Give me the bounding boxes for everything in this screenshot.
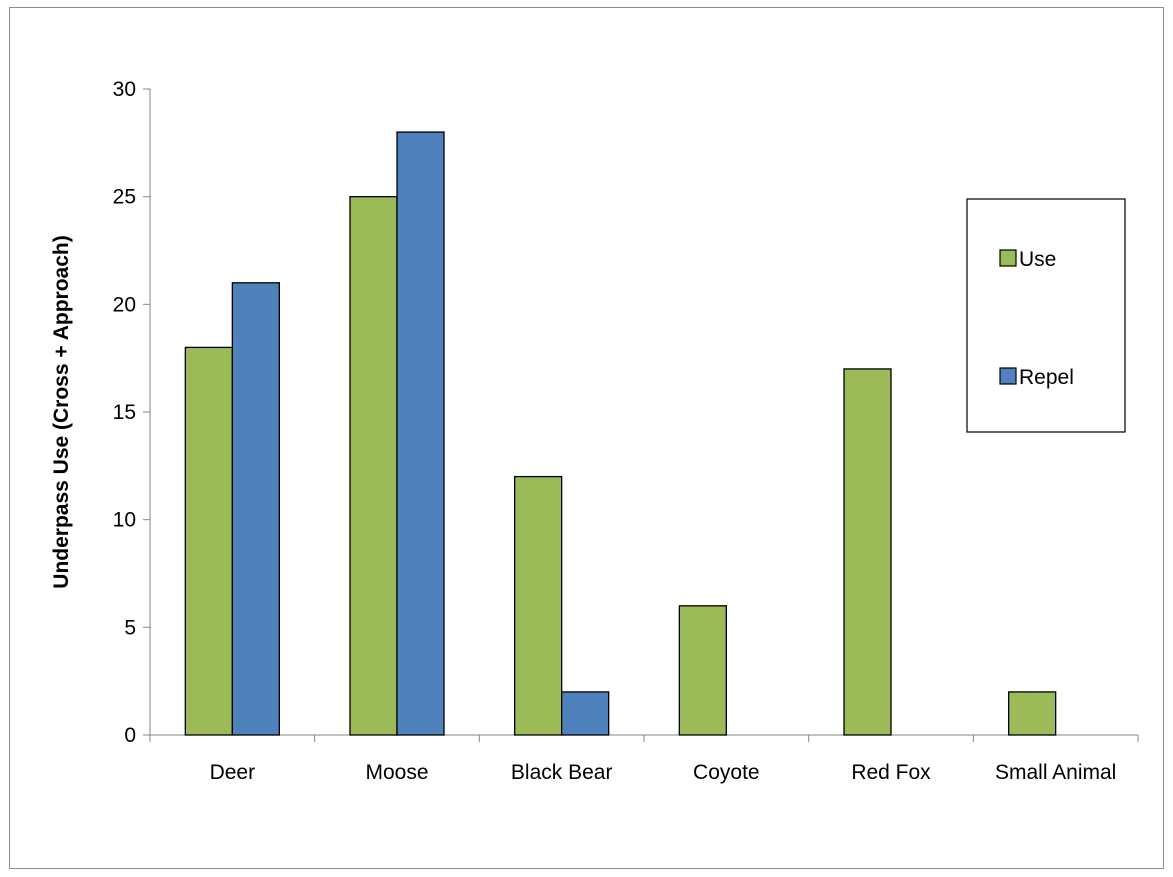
x-tick-label-3: Coyote [693,761,760,784]
legend-box [966,198,1126,433]
legend-label-use: Use [1019,248,1056,271]
legend-swatch-repel [999,367,1017,385]
y-tick-label-6: 30 [113,78,136,101]
y-axis-ticks: 0 5 10 15 20 25 30 [113,78,150,747]
x-tick-label-2: Black Bear [511,761,613,784]
x-tick-label-1: Moose [365,761,428,784]
y-tick-label-4: 20 [113,293,136,316]
x-tick-label-0: Deer [210,761,256,784]
bar-repel-moose [396,131,445,736]
bar-use-black-bear [514,475,563,736]
bar-use-small-animal [1008,691,1057,736]
bar-use-deer [184,346,233,736]
bar-use-red-fox [843,368,892,736]
y-tick-label-2: 10 [113,509,136,532]
x-tick-label-4: Red Fox [851,761,931,784]
bar-use-moose [349,196,398,736]
legend-label-repel: Repel [1019,366,1074,389]
y-axis-title: Underpass Use (Cross + Approach) [50,235,73,588]
bar-use-coyote [678,605,727,736]
legend-swatch-use [999,249,1017,267]
y-tick-label-0: 0 [124,724,136,747]
bars [184,131,1057,736]
y-tick-label-5: 25 [113,186,136,209]
bar-repel-black-bear [561,691,610,736]
y-tick-label-1: 5 [124,616,136,639]
axes: 0 5 10 15 20 25 30 Deer Moose Black Bear Coyote Re… [113,78,1139,784]
x-axis-ticks: Deer Moose Black Bear Coyote Red Fox Small An… [149,735,1139,784]
bar-repel-deer [231,282,280,736]
x-tick-label-5: Small Animal [995,761,1116,784]
y-tick-label-3: 15 [113,401,136,424]
legend: Use Repel [966,198,1126,433]
